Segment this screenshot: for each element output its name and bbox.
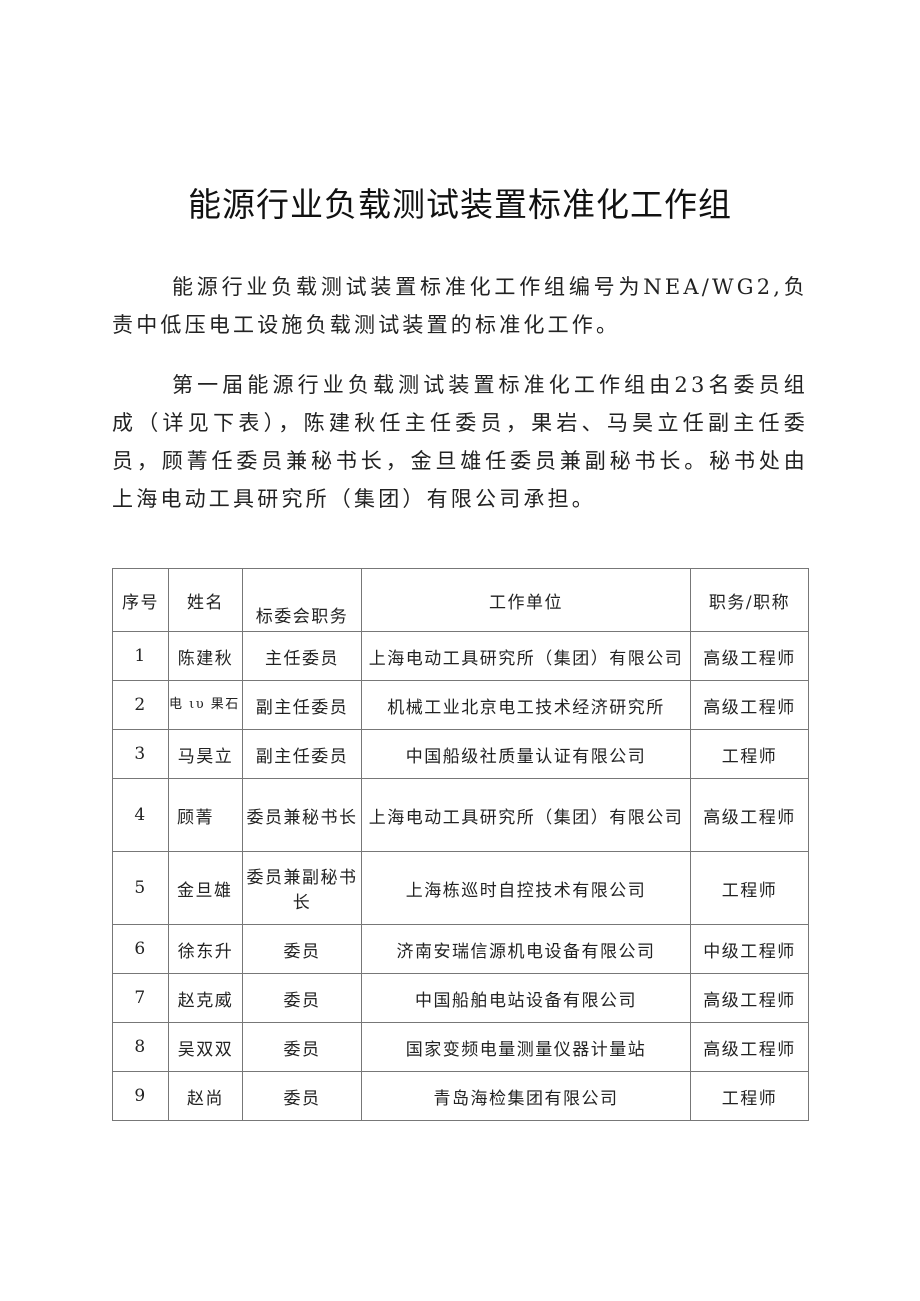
table-row: 7 赵克威 委员 中国船舶电站设备有限公司 高级工程师 (112, 973, 809, 1023)
table-row: 9 赵尚 委员 青岛海检集团有限公司 工程师 (112, 1071, 809, 1121)
role-cell: 副主任委员 (242, 680, 362, 730)
document-title: 能源行业负载测试装置标准化工作组 (188, 185, 732, 224)
name-cell: 马昊立 (168, 729, 243, 779)
index-cell: 4 (112, 778, 169, 852)
title-cell: 工程师 (690, 729, 809, 779)
index-cell: 5 (112, 851, 169, 925)
table-header: 序号 姓名 标委会职务 工作单位 职务/职称 (112, 568, 809, 632)
name-cell: 顾菁 (168, 778, 243, 852)
name-cell: 陈建秋 (168, 631, 243, 681)
title-cell: 高级工程师 (690, 778, 809, 852)
title-cell: 工程师 (690, 851, 809, 925)
index-cell: 6 (112, 924, 169, 974)
table-row: 5 金旦雄 委员兼副秘书长 上海栋巡时自控技术有限公司 工程师 (112, 851, 809, 925)
role-cell: 委员 (242, 924, 362, 974)
table-row: 4 顾菁 委员兼秘书长 上海电动工具研究所（集团）有限公司 高级工程师 (112, 778, 809, 852)
table-row: 8 吴双双 委员 国家变频电量测量仪器计量站 高级工程师 (112, 1022, 809, 1072)
header-cell: 序号 (112, 568, 169, 632)
name-cell: 赵克威 (168, 973, 243, 1023)
members-table: 序号 姓名 标委会职务 工作单位 职务/职称 1 陈建秋 主任委员 上海电动工具研究所… (112, 568, 809, 1121)
header-cell: 姓名 (168, 568, 243, 632)
table-row: 6 徐东升 委员 济南安瑞信源机电设备有限公司 中级工程师 (112, 924, 809, 974)
header-cell: 工作单位 (361, 568, 691, 632)
organization-cell: 中国船级社质量认证有限公司 (361, 729, 691, 779)
title-cell: 工程师 (690, 1071, 809, 1121)
title-cell: 高级工程师 (690, 973, 809, 1023)
role-cell: 委员 (242, 973, 362, 1023)
name-cell: 吴双双 (168, 1022, 243, 1072)
header-cell: 职务/职称 (690, 568, 809, 632)
role-cell: 委员 (242, 1022, 362, 1072)
organization-cell: 上海电动工具研究所（集团）有限公司 (361, 631, 691, 681)
title-cell: 高级工程师 (690, 631, 809, 681)
organization-cell: 上海栋巡时自控技术有限公司 (361, 851, 691, 925)
role-cell: 副主任委员 (242, 729, 362, 779)
name-cell: 金旦雄 (168, 851, 243, 925)
title-cell: 高级工程师 (690, 680, 809, 730)
organization-cell: 济南安瑞信源机电设备有限公司 (361, 924, 691, 974)
name-cell: 电 ιυ 果石 (168, 680, 243, 730)
title-cell: 高级工程师 (690, 1022, 809, 1072)
organization-cell: 国家变频电量测量仪器计量站 (361, 1022, 691, 1072)
title-cell: 中级工程师 (690, 924, 809, 974)
paragraph-intro: 能源行业负载测试装置标准化工作组编号为NEA/WG2,负责中低压电工设施负载测试… (112, 275, 808, 337)
organization-cell: 机械工业北京电工技术经济研究所 (361, 680, 691, 730)
index-cell: 9 (112, 1071, 169, 1121)
index-cell: 3 (112, 729, 169, 779)
index-cell: 2 (112, 680, 169, 730)
header-cell: 标委会职务 (242, 568, 362, 632)
index-cell: 1 (112, 631, 169, 681)
name-cell: 徐东升 (168, 924, 243, 974)
index-cell: 8 (112, 1022, 169, 1072)
index-cell: 7 (112, 973, 169, 1023)
organization-cell: 青岛海检集团有限公司 (361, 1071, 691, 1121)
name-cell: 赵尚 (168, 1071, 243, 1121)
role-cell: 委员兼副秘书长 (242, 851, 362, 925)
organization-cell: 中国船舶电站设备有限公司 (361, 973, 691, 1023)
paragraph-members: 第一届能源行业负载测试装置标准化工作组由23名委员组成（详见下表），陈建秋任主任… (112, 373, 808, 511)
table-row: 3 马昊立 副主任委员 中国船级社质量认证有限公司 工程师 (112, 729, 809, 779)
role-cell: 委员兼秘书长 (242, 778, 362, 852)
role-cell: 主任委员 (242, 631, 362, 681)
table-row: 1 陈建秋 主任委员 上海电动工具研究所（集团）有限公司 高级工程师 (112, 631, 809, 681)
organization-cell: 上海电动工具研究所（集团）有限公司 (361, 778, 691, 852)
role-cell: 委员 (242, 1071, 362, 1121)
